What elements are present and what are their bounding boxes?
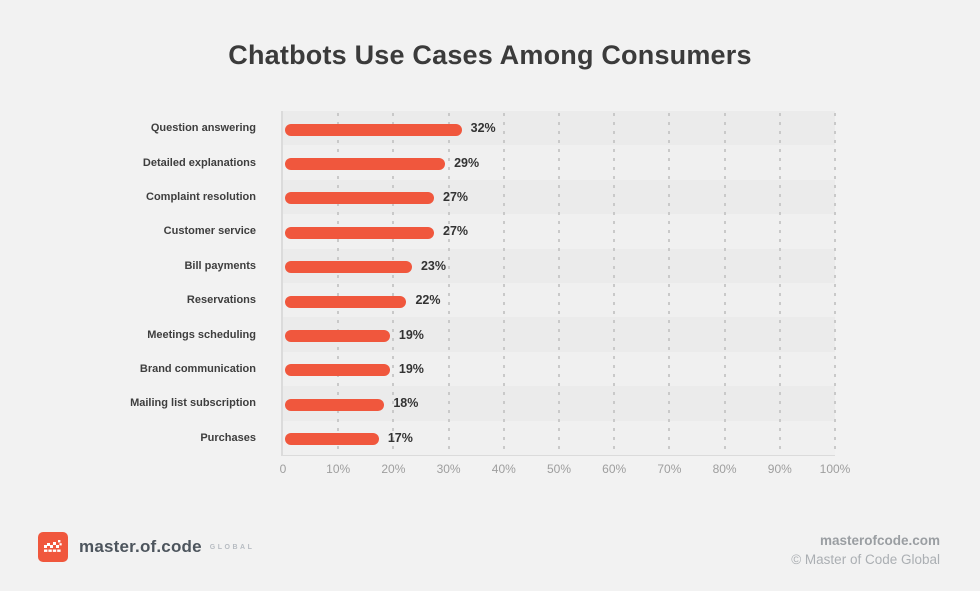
x-tick-label: 40% bbox=[491, 462, 516, 476]
x-tick-label: 100% bbox=[819, 462, 851, 476]
gridline bbox=[447, 113, 450, 453]
copyright-line: © Master of Code Global bbox=[791, 552, 940, 567]
credits: masterofcode.com © Master of Code Global bbox=[791, 531, 940, 569]
x-tick-label: 30% bbox=[436, 462, 461, 476]
value-label: 17% bbox=[387, 430, 413, 445]
gridline bbox=[392, 113, 395, 453]
bar bbox=[285, 158, 446, 171]
category-label: Complaint resolution bbox=[146, 190, 256, 203]
brand-suffix: GLOBAL bbox=[209, 543, 255, 551]
x-tick-label: 90% bbox=[767, 462, 792, 476]
gridline bbox=[502, 113, 505, 453]
gridline bbox=[337, 113, 340, 453]
category-label: Meetings scheduling bbox=[147, 328, 256, 341]
x-tick-label: 10% bbox=[326, 462, 351, 476]
bar-chart-plot-area: Question answering 32% Detailed explanatio… bbox=[130, 111, 836, 456]
x-axis: 0 10% 20% 30% 40% 50% 60% 70% 80% 90% 100% bbox=[0, 462, 980, 482]
gridline bbox=[613, 113, 616, 453]
value-label: 19% bbox=[398, 361, 424, 376]
y-axis-line bbox=[281, 111, 283, 456]
bar bbox=[285, 433, 379, 446]
gridline bbox=[723, 113, 726, 453]
value-label: 32% bbox=[470, 121, 496, 136]
category-label: Brand communication bbox=[139, 362, 256, 375]
value-label: 23% bbox=[420, 258, 446, 273]
gridline bbox=[834, 113, 836, 453]
category-label: Detailed explanations bbox=[142, 156, 256, 169]
x-tick-label: 0 bbox=[279, 462, 287, 476]
value-label: 29% bbox=[454, 155, 480, 170]
category-label: Customer service bbox=[163, 225, 256, 238]
value-label: 19% bbox=[398, 327, 424, 342]
bar bbox=[285, 398, 385, 411]
value-label: 27% bbox=[443, 189, 469, 204]
pixel-crown-icon bbox=[44, 540, 62, 552]
value-label: 27% bbox=[443, 224, 469, 239]
bar bbox=[285, 123, 462, 136]
bar bbox=[285, 261, 412, 274]
bar bbox=[285, 192, 435, 205]
gridline bbox=[558, 113, 560, 453]
category-label: Bill payments bbox=[184, 259, 256, 272]
gridline bbox=[778, 113, 781, 453]
x-tick-label: 20% bbox=[381, 462, 406, 476]
website-url: masterofcode.com bbox=[819, 533, 940, 548]
x-tick-label: 70% bbox=[657, 462, 682, 476]
category-label: Mailing list subscription bbox=[130, 397, 256, 410]
x-tick-label: 80% bbox=[712, 462, 737, 476]
category-label: Question answering bbox=[150, 122, 256, 135]
chart-title: Chatbots Use Cases Among Consumers bbox=[228, 40, 752, 70]
x-tick-label: 50% bbox=[546, 462, 572, 476]
bar bbox=[285, 330, 390, 343]
category-label: Purchases bbox=[200, 431, 256, 444]
x-tick-label: 60% bbox=[602, 462, 627, 476]
bar bbox=[285, 364, 390, 377]
gridline bbox=[668, 113, 671, 453]
brand-lockup: master.of.code GLOBAL bbox=[38, 531, 254, 563]
value-label: 22% bbox=[415, 293, 441, 308]
bar bbox=[285, 295, 407, 308]
category-label: Reservations bbox=[186, 294, 256, 307]
master-of-code-logo-icon bbox=[38, 532, 68, 562]
value-label: 18% bbox=[393, 396, 419, 411]
brand-name: master.of.code bbox=[79, 537, 202, 556]
bar bbox=[285, 226, 435, 239]
